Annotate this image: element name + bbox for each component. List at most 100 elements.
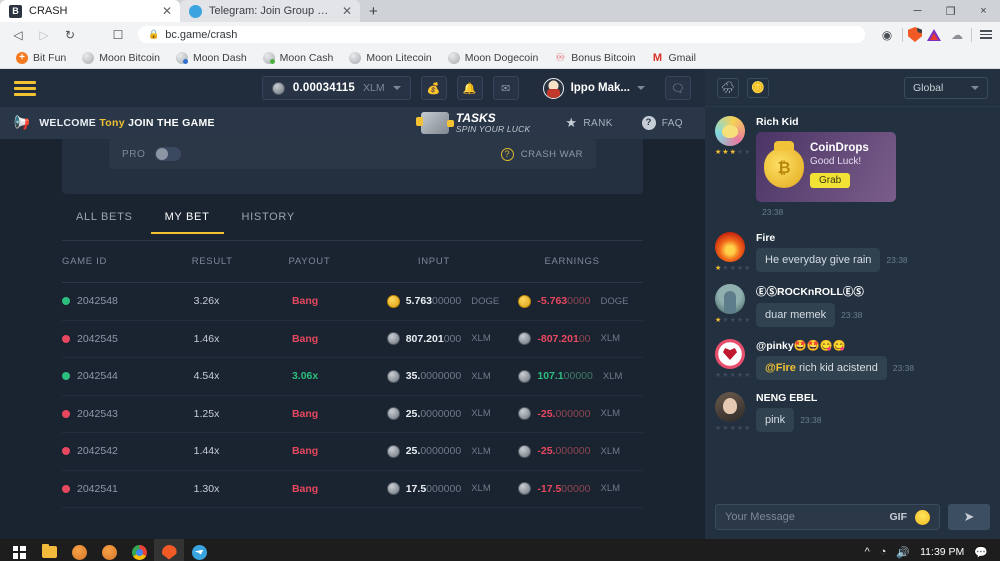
reload-icon[interactable]: ↻ xyxy=(64,27,76,42)
table-row[interactable]: 2042548 3.26x Bang 5.76300000 DOGE -5.7630000… xyxy=(62,283,643,321)
faq-link[interactable]: ? FAQ xyxy=(641,116,683,130)
windows-start-icon[interactable] xyxy=(4,539,34,561)
bookmark-moon-bitcoin[interactable]: Moon Bitcoin xyxy=(74,51,168,64)
earnings-currency: XLM xyxy=(600,408,621,420)
message-author[interactable]: @pinky🤩🤩😋😋 xyxy=(756,340,846,352)
bookmark-bonus-bitcoin[interactable]: ♾ Bonus Bitcoin xyxy=(546,52,643,64)
show-hidden-icons[interactable]: ^ xyxy=(864,546,870,558)
forward-icon[interactable]: ▷ xyxy=(39,27,49,42)
message-input[interactable]: Your Message GIF xyxy=(715,504,940,530)
column-header-input: INPUT xyxy=(417,256,450,267)
moon-app-icon-1[interactable] xyxy=(64,539,94,561)
pro-toggle[interactable] xyxy=(155,147,182,161)
wallet-balance[interactable]: 0.00034115 XLM xyxy=(261,76,411,100)
cell-input: 17.5000000 XLM xyxy=(386,482,519,496)
table-row[interactable]: 2042544 4.54x 3.06x 35.0000000 XLM 107.100000… xyxy=(62,358,643,396)
hamburger-menu-icon[interactable] xyxy=(14,80,36,96)
cloud-icon[interactable]: ☁ xyxy=(951,27,963,42)
clock[interactable]: 11:39 PM xyxy=(920,546,965,558)
close-icon[interactable]: ✕ xyxy=(161,4,172,18)
bell-icon[interactable]: 🔔 xyxy=(456,76,483,100)
chat-toggle-icon[interactable]: 🗨 xyxy=(665,76,691,100)
send-button[interactable]: ➤ xyxy=(948,504,990,530)
bookmark-gmail[interactable]: M Gmail xyxy=(644,52,704,64)
user-rank-stars: ★ ★ ★ ★ ★ xyxy=(715,372,750,379)
rank-link[interactable]: ★ RANK xyxy=(565,115,612,131)
action-center-icon[interactable]: 💬 xyxy=(974,546,988,559)
wallet-icon[interactable]: 💰 xyxy=(420,76,447,100)
file-explorer-icon[interactable] xyxy=(34,539,64,561)
chat-message: ★ ★ ★ ★ ★ @pinky🤩🤩😋😋 @Fire rich kid acistend 23… xyxy=(715,339,990,380)
avatar[interactable] xyxy=(715,339,745,369)
input-amount: 5.76300000 xyxy=(405,295,462,308)
table-row[interactable]: 2042545 1.46x Bang 807.201000 XLM -807.20100 X… xyxy=(62,321,643,358)
rain-icon[interactable]: 🌧 xyxy=(717,77,739,98)
bookmark-moon-litecoin[interactable]: Moon Litecoin xyxy=(341,51,439,64)
mention-text[interactable]: @Fire xyxy=(765,362,796,374)
gif-button[interactable]: GIF xyxy=(889,511,908,523)
table-row[interactable]: 2042541 1.30x Bang 17.5000000 XLM -17.500000 X… xyxy=(62,471,643,508)
table-row[interactable]: 2042542 1.44x Bang 25.0000000 XLM -25.000000 X… xyxy=(62,433,643,471)
new-tab-button[interactable]: + xyxy=(369,3,378,20)
coindrop-icon[interactable]: 🪙 xyxy=(747,77,769,98)
brave-shields-icon[interactable] xyxy=(908,27,922,42)
tab-title: CRASH xyxy=(29,5,68,17)
bookmark-bit-fun[interactable]: Bit Fun xyxy=(8,51,74,64)
add-circle-icon[interactable]: ◉ xyxy=(881,27,893,42)
bookmark-label: Bonus Bitcoin xyxy=(571,51,636,64)
tab-all-bets[interactable]: ALL BETS xyxy=(76,211,133,223)
cell-payout: Bang xyxy=(291,445,319,458)
grab-button[interactable]: Grab xyxy=(810,173,851,188)
message-author[interactable]: ⒺⓈROCKnROLLⒺⓈ xyxy=(756,286,864,298)
game-area: 0.00034115 XLM 💰 🔔 ✉ Ippo Mak... 🗨 📢 WEL… xyxy=(0,69,705,539)
brave-icon[interactable] xyxy=(154,539,184,561)
avatar[interactable] xyxy=(715,392,745,422)
chevron-down-icon[interactable] xyxy=(637,86,645,90)
tab-history[interactable]: HISTORY xyxy=(241,211,295,223)
star-icon: ★ xyxy=(736,149,744,156)
avatar[interactable] xyxy=(715,232,745,262)
browser-tab-crash[interactable]: B CRASH ✕ xyxy=(0,0,180,22)
volume-icon[interactable]: 🔊 xyxy=(896,546,911,559)
close-icon[interactable]: ✕ xyxy=(341,4,352,18)
message-time: 23:38 xyxy=(841,310,863,320)
envelope-icon[interactable]: ✉ xyxy=(492,76,519,100)
message-author[interactable]: NENG EBEL xyxy=(756,392,818,404)
triangle-extension-icon[interactable] xyxy=(927,28,941,41)
address-bar[interactable]: 🔒 bc.game/crash xyxy=(138,26,865,43)
chevron-down-icon xyxy=(971,85,979,90)
maximize-button[interactable]: ❐ xyxy=(945,5,956,18)
message-author[interactable]: Rich Kid xyxy=(756,116,799,128)
crash-war-link[interactable]: ? CRASH WAR xyxy=(500,147,583,161)
bookmark-moon-dash[interactable]: Moon Dash xyxy=(168,51,255,64)
telegram-icon[interactable] xyxy=(184,539,214,561)
wifi-icon[interactable]: ◔ xyxy=(879,546,887,558)
bookmark-moon-dogecoin[interactable]: Moon Dogecoin xyxy=(440,51,547,64)
close-window-button[interactable]: × xyxy=(980,5,987,17)
status-dot-icon xyxy=(62,372,70,381)
tab-my-bet[interactable]: MY BET xyxy=(150,206,224,234)
message-author[interactable]: Fire xyxy=(756,232,776,244)
avatar[interactable] xyxy=(715,116,745,146)
chat-room-select[interactable]: Global xyxy=(904,76,988,99)
table-row[interactable]: 2042543 1.25x Bang 25.0000000 XLM -25.000000 X… xyxy=(62,396,643,433)
emoji-icon[interactable] xyxy=(915,509,930,525)
cell-result: 1.30x xyxy=(193,482,220,495)
bookmark-icon[interactable]: ☐ xyxy=(112,27,124,42)
bookmark-moon-cash[interactable]: Moon Cash xyxy=(255,51,342,64)
avatar[interactable] xyxy=(715,284,745,314)
tasks-button[interactable]: TASKS SPIN YOUR LUCK xyxy=(415,112,530,134)
moon-app-icon-2[interactable] xyxy=(94,539,124,561)
status-dot-icon xyxy=(62,297,70,306)
minimize-button[interactable]: ─ xyxy=(913,5,922,17)
browser-tab-telegram[interactable]: Telegram: Join Group Chat ✕ xyxy=(180,0,360,22)
user-menu[interactable]: Ippo Mak... xyxy=(542,77,645,99)
back-icon[interactable]: ◁ xyxy=(13,27,23,42)
chrome-menu-icon[interactable] xyxy=(980,30,992,39)
game-id-text: 2042542 xyxy=(77,445,118,458)
coindrop-card[interactable]: CoinDrops Good Luck! Grab xyxy=(756,132,896,202)
chevron-down-icon[interactable] xyxy=(392,86,401,90)
moon-litecoin-icon xyxy=(349,51,362,64)
chrome-icon[interactable] xyxy=(124,539,154,561)
